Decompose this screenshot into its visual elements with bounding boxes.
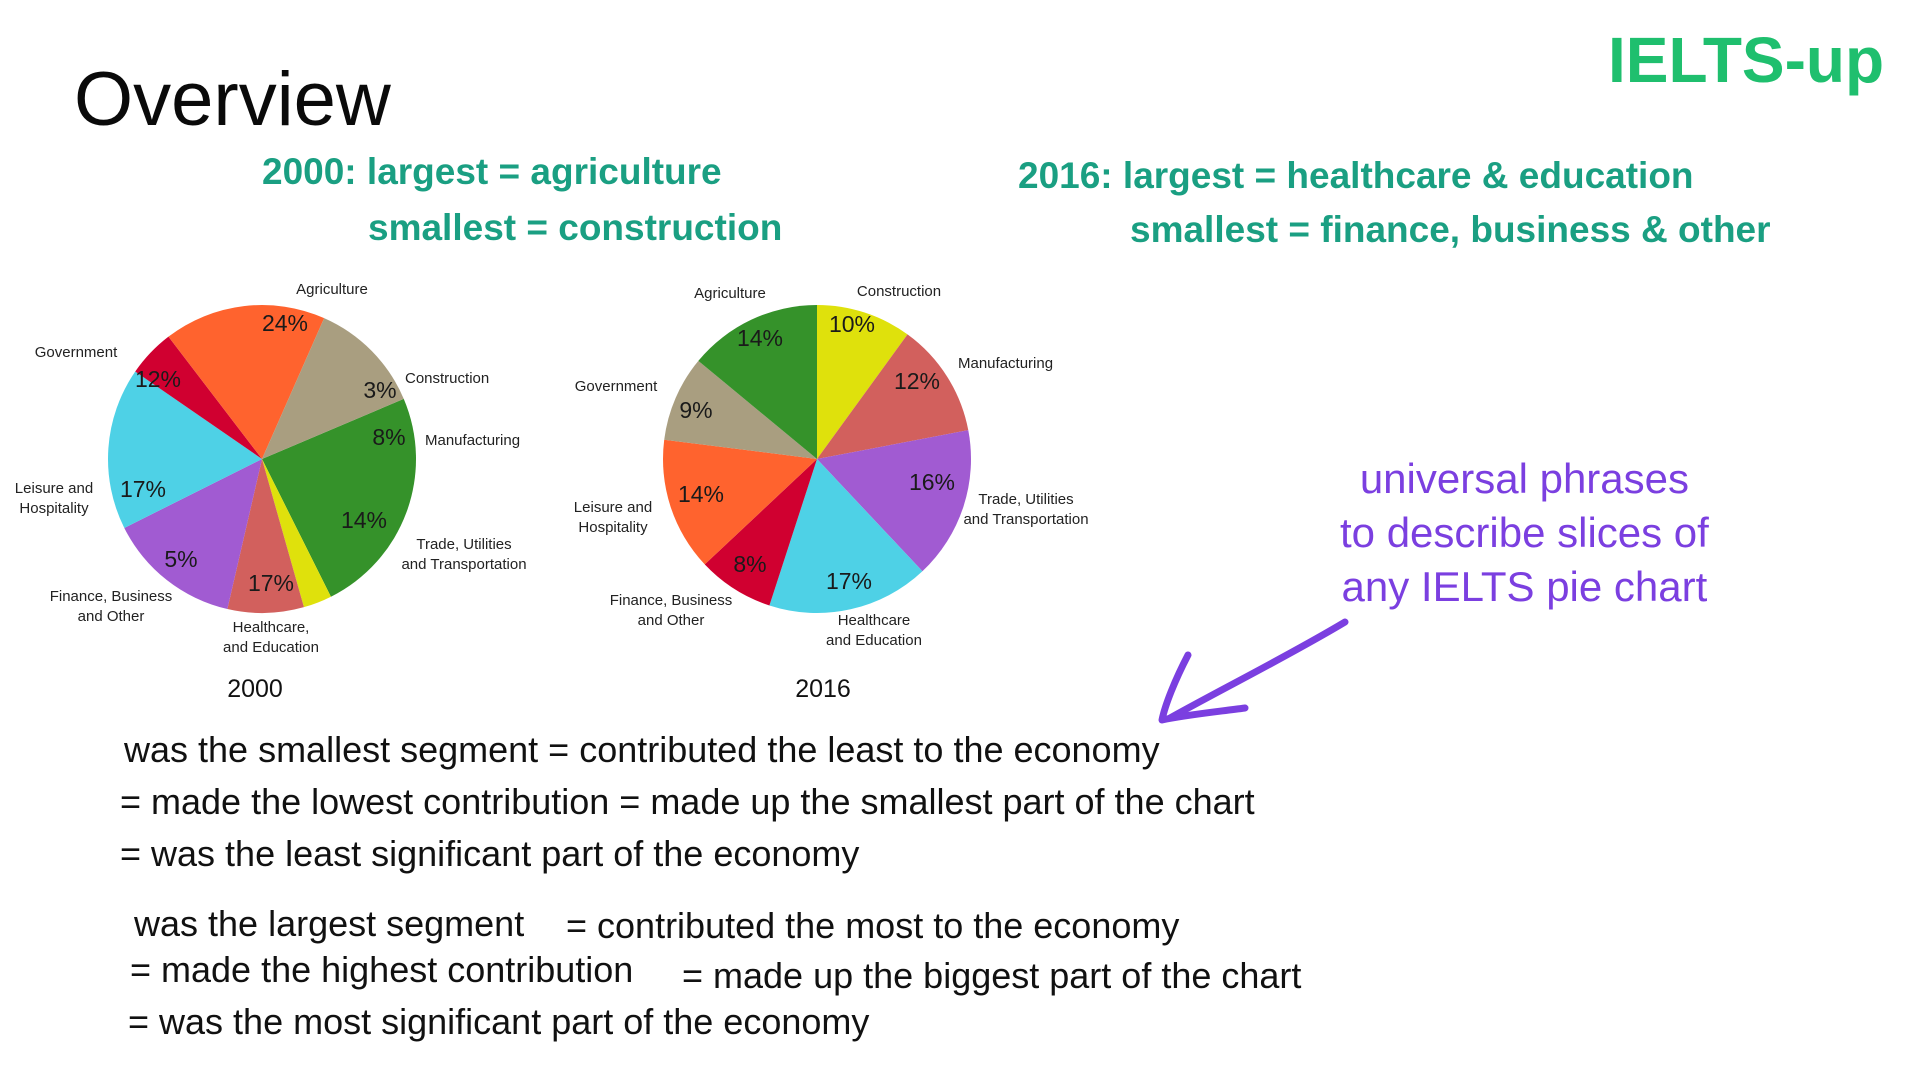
slice-category-label: Trade, Utilities: [978, 491, 1073, 508]
slice-category-label: Hospitality: [19, 500, 89, 517]
slice-category-label: Government: [35, 344, 118, 361]
smallest-phrase-line: = was the least significant part of the …: [120, 833, 860, 874]
pie-slice: [262, 318, 404, 459]
slice-percent-label: 12%: [135, 366, 181, 392]
slice-percent-label: 17%: [120, 476, 166, 502]
slice-category-label: and Education: [826, 632, 922, 649]
callout-line: universal phrases: [1359, 455, 1689, 502]
largest-phrase-line: = made the highest contribution: [130, 949, 634, 990]
slice-percent-label: 12%: [894, 368, 940, 394]
pie-slice: [704, 459, 817, 606]
pie-chart-2016: 10% Construction 12% Manufacturing 16% Trade,…: [574, 283, 1089, 703]
slice-percent-label: 8%: [733, 551, 766, 577]
slice-category-label: Finance, Business: [610, 592, 733, 609]
pie-slice: [108, 371, 262, 528]
slice-percent-label: 24%: [262, 310, 308, 336]
pie-slice: [817, 430, 971, 572]
slice-category-label: and Other: [78, 608, 145, 625]
slice-percent-label: 9%: [679, 397, 712, 423]
slice-category-label: Construction: [857, 283, 941, 300]
pie-slice: [817, 334, 969, 459]
pie-slice: [262, 459, 331, 608]
brand-logo: IELTS-up: [1608, 24, 1885, 96]
slice-percent-label: 5%: [164, 546, 197, 572]
slice-category-label: Manufacturing: [425, 432, 520, 449]
slice-category-label: Government: [575, 378, 658, 395]
slice-percent-label: 17%: [826, 568, 872, 594]
summary-2000-smallest: smallest = construction: [368, 207, 783, 248]
slice-category-label: Construction: [405, 370, 489, 387]
arrow-down-left-icon: [1158, 618, 1349, 724]
pie-chart-2000: 24% Agriculture 3% Construction 8% Manufactur…: [15, 281, 527, 703]
slice-category-label: Agriculture: [694, 285, 766, 302]
pie-slice: [662, 439, 817, 565]
summary-2016-largest: 2016: largest = healthcare & education: [1018, 155, 1694, 196]
slice-percent-label: 17%: [248, 570, 294, 596]
pie-slice: [168, 305, 325, 459]
chart-year-label: 2000: [227, 675, 283, 703]
slice-percent-label: 16%: [909, 469, 955, 495]
pie-slice: [135, 336, 262, 459]
slice-category-label: and Education: [223, 639, 319, 656]
page-title: Overview: [74, 57, 391, 142]
slice-category-label: Agriculture: [296, 281, 368, 298]
pie-slice: [124, 459, 262, 610]
slice-percent-label: 10%: [829, 311, 875, 337]
summary-2016-smallest: smallest = finance, business & other: [1130, 209, 1771, 250]
slice-category-label: Hospitality: [578, 519, 648, 536]
slice-category-label: Manufacturing: [958, 355, 1053, 372]
smallest-phrase-line: = made the lowest contribution = made up…: [120, 781, 1255, 822]
slice-percent-label: 14%: [737, 325, 783, 351]
pie-slice: [769, 459, 923, 613]
slice-percent-label: 8%: [372, 424, 405, 450]
slice-percent-label: 14%: [341, 507, 387, 533]
slice-category-label: Leisure and: [574, 499, 652, 516]
slice-category-label: Trade, Utilities: [416, 536, 511, 553]
pie-slice: [262, 398, 417, 597]
pie-slice: [227, 459, 304, 613]
pie-slice: [698, 305, 817, 459]
summary-2000-largest: 2000: largest = agriculture: [262, 151, 722, 192]
slice-percent-label: 14%: [678, 481, 724, 507]
chart-year-label: 2016: [795, 675, 851, 703]
pie-slice: [664, 360, 817, 459]
callout-text: universal phrases to describe slices of …: [1340, 452, 1709, 614]
slice-category-label: and Transportation: [963, 511, 1088, 528]
callout-line: any IELTS pie chart: [1341, 563, 1708, 610]
slice-category-label: and Other: [638, 612, 705, 629]
slice-percent-label: 3%: [363, 377, 396, 403]
largest-phrase-line: = made up the biggest part of the chart: [682, 955, 1302, 996]
pie-slice: [817, 305, 908, 459]
largest-phrase-line: = contributed the most to the economy: [566, 905, 1180, 946]
slice-category-label: Finance, Business: [50, 588, 173, 605]
largest-phrase-line: = was the most significant part of the e…: [128, 1001, 870, 1042]
slice-category-label: Leisure and: [15, 480, 93, 497]
largest-phrase-line: was the largest segment: [134, 903, 525, 944]
slice-category-label: Healthcare: [838, 612, 911, 629]
slice-category-label: and Transportation: [401, 556, 526, 573]
smallest-phrase-line: was the smallest segment = contributed t…: [124, 729, 1160, 770]
callout-line: to describe slices of: [1340, 509, 1709, 556]
slice-category-label: Healthcare,: [233, 619, 310, 636]
